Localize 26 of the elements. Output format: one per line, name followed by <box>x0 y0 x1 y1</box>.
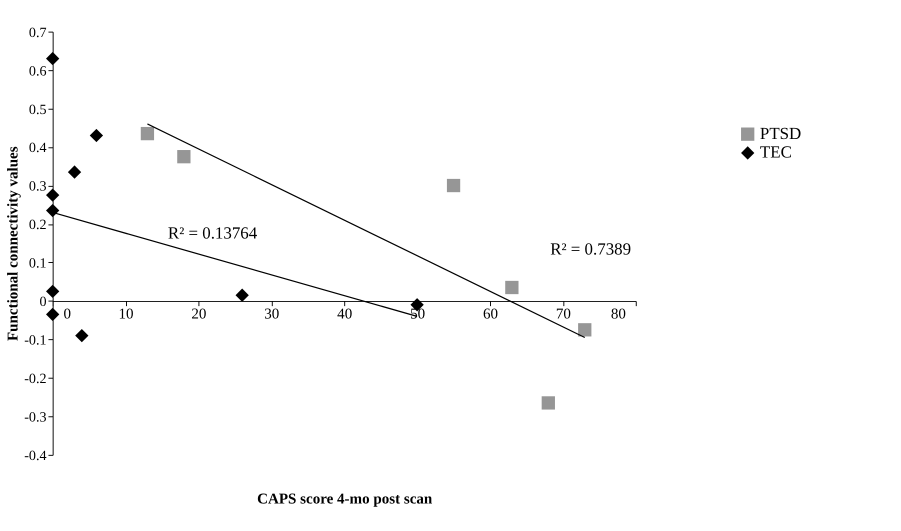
y-tick-label: -0.4 <box>24 448 47 464</box>
y-tick-label: -0.2 <box>24 371 47 388</box>
annotation: R² = 0.7389 <box>550 240 632 259</box>
y-tick-label: 0.2 <box>28 217 47 234</box>
x-axis-title: CAPS score 4-mo post scan <box>257 491 433 508</box>
x-tick-label: 20 <box>191 306 206 322</box>
y-tick-label: 0.7 <box>28 24 47 41</box>
annotation: R² = 0.13764 <box>168 224 258 243</box>
legend-label: PTSD <box>760 124 802 143</box>
y-tick-label: 0.5 <box>28 102 47 118</box>
x-tick-label: 10 <box>118 306 134 322</box>
x-tick-label: 80 <box>610 306 626 322</box>
x-tick-label: 60 <box>482 306 498 322</box>
legend-label: TEC <box>760 142 792 162</box>
x-tick-label: 40 <box>337 306 352 322</box>
x-tick-label: 0 <box>63 306 71 322</box>
x-tick-label: 30 <box>264 306 280 322</box>
y-tick-label: 0.4 <box>28 140 47 156</box>
y-tick-label: 0.1 <box>28 256 47 272</box>
y-tick-label: -0.3 <box>24 410 47 426</box>
y-tick-label: 0 <box>40 294 47 310</box>
x-tick-label: 70 <box>556 306 571 322</box>
y-tick-label: 0.6 <box>28 63 47 80</box>
y-tick-label: 0.3 <box>28 178 47 195</box>
y-axis-title: Functional connectivity values <box>6 146 22 342</box>
y-tick-label: -0.1 <box>24 332 47 349</box>
